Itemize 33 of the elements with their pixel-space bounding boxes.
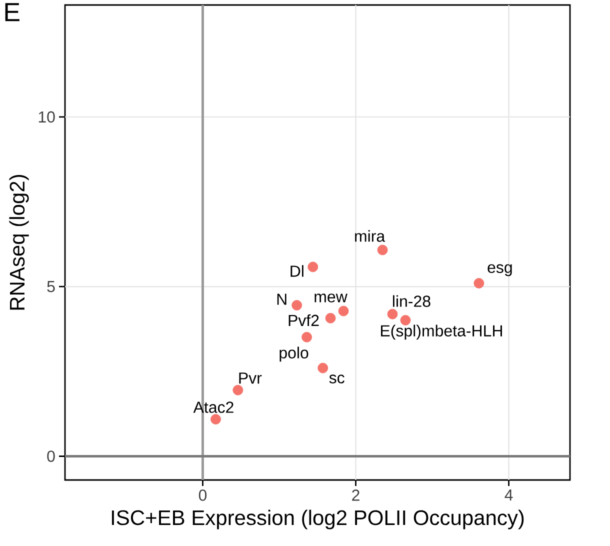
point <box>308 262 318 272</box>
point <box>377 244 388 256</box>
annotation: sc <box>329 374 344 384</box>
annotation: N <box>277 294 286 305</box>
point <box>400 314 411 326</box>
point <box>318 362 328 374</box>
annotation: esg <box>488 264 512 276</box>
y-axis-title: RNAseq (log2) <box>9 174 29 310</box>
annotation: polo <box>280 346 308 362</box>
point <box>232 384 244 396</box>
y-tick-label: 0 <box>47 450 55 462</box>
text: E <box>5 3 20 22</box>
point <box>292 300 302 310</box>
point <box>338 306 349 316</box>
point <box>474 278 484 288</box>
y-tick-label: 5 <box>47 281 55 292</box>
annotation: lin-28 <box>393 295 430 307</box>
point <box>210 414 221 424</box>
annotation: Pvf2 <box>288 314 319 326</box>
annotation: E(spl)mbeta-HLH <box>381 324 502 340</box>
annotation: mew <box>314 294 348 302</box>
x-tick-label: 2 <box>352 490 360 501</box>
point <box>302 332 312 342</box>
x-axis-title: ISC+EB Expression (log2 POLII Occupancy) <box>112 510 524 530</box>
point <box>325 312 336 324</box>
y-tick-label: 10 <box>38 111 55 123</box>
annotation: mira <box>355 230 386 242</box>
x-tick-label: 4 <box>504 490 513 501</box>
annotation: Dl <box>290 265 304 277</box>
point <box>387 308 398 320</box>
x-tick-label: 0 <box>198 490 207 501</box>
annotation: Pvr <box>239 372 262 384</box>
annotation: Atac2 <box>193 402 234 413</box>
